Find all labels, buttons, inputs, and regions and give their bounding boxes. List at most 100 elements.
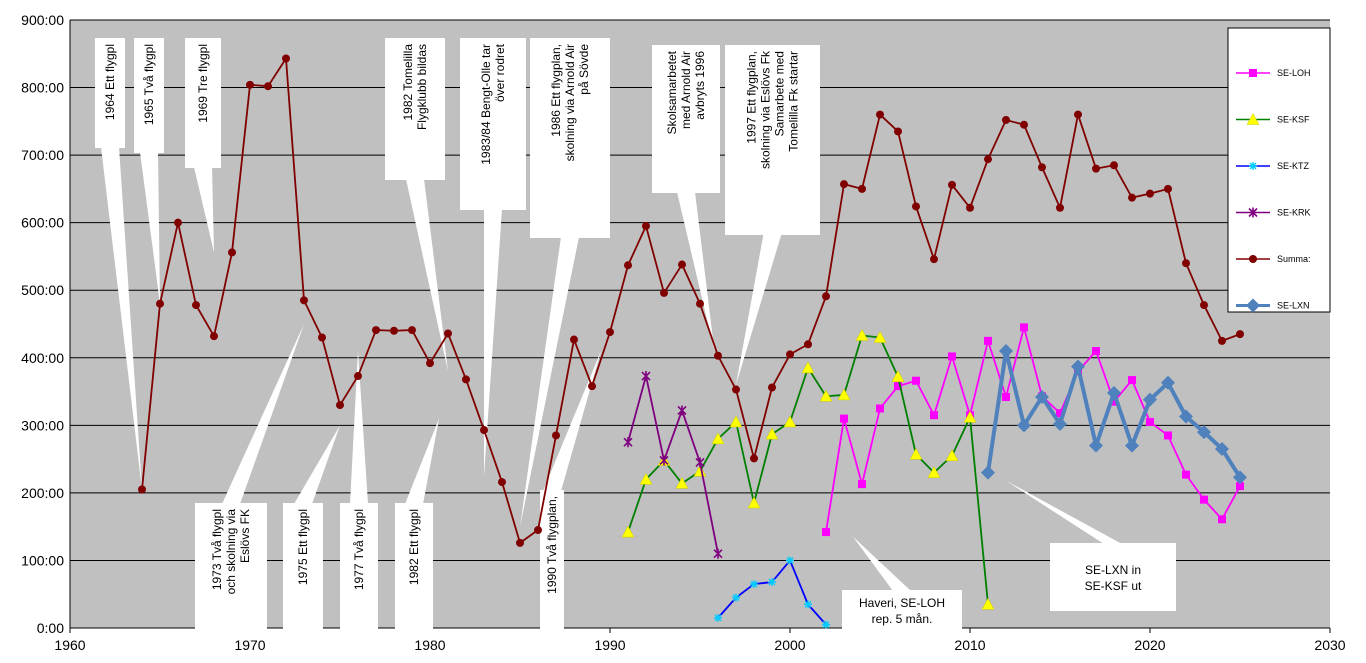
legend-label: SE-KTZ bbox=[1277, 161, 1310, 171]
data-point bbox=[855, 328, 869, 341]
data-point bbox=[840, 180, 848, 189]
data-point bbox=[660, 288, 668, 297]
data-point bbox=[1215, 441, 1229, 456]
annotation-text: Skolsamarbetet bbox=[665, 50, 679, 134]
series-se-loh bbox=[822, 323, 1244, 537]
annotation-text: 1997 Ett flygplan, bbox=[745, 51, 759, 144]
callout-pointer bbox=[853, 536, 911, 591]
data-point bbox=[732, 385, 740, 394]
annotation-text: SE-LXN in bbox=[1085, 563, 1141, 577]
data-point bbox=[1249, 162, 1257, 170]
data-point bbox=[642, 222, 650, 231]
callout-box bbox=[530, 38, 610, 238]
data-point bbox=[1017, 418, 1031, 433]
data-point bbox=[480, 426, 488, 435]
data-point bbox=[894, 127, 902, 136]
data-point bbox=[623, 437, 633, 448]
x-axis-ticks: 1960 1970 1980 1990 2000 2010 2020 2030 bbox=[54, 628, 1346, 653]
data-point bbox=[462, 375, 470, 384]
data-point bbox=[783, 415, 797, 428]
gridlines bbox=[69, 19, 1330, 629]
callout-box bbox=[1050, 543, 1176, 611]
series-se-ksf bbox=[621, 328, 995, 610]
callout-box bbox=[652, 45, 720, 193]
annotation-text: 1986 Ett flygplan, bbox=[549, 44, 563, 137]
data-point bbox=[174, 218, 182, 227]
callout-pointer bbox=[405, 418, 439, 504]
data-point bbox=[675, 476, 689, 489]
data-point bbox=[909, 447, 923, 460]
data-point bbox=[858, 184, 866, 193]
data-point bbox=[981, 597, 995, 610]
data-point bbox=[1128, 193, 1136, 202]
data-point bbox=[732, 593, 740, 602]
annotation-text: 1982 Ett flygpl bbox=[407, 509, 421, 585]
data-point bbox=[696, 299, 704, 308]
y-tick-label: 200:00 bbox=[21, 485, 64, 501]
data-point bbox=[1248, 207, 1258, 218]
data-point bbox=[1164, 431, 1172, 440]
annotation-text: rep. 5 mån. bbox=[872, 612, 933, 626]
callout-pointer bbox=[294, 425, 340, 504]
callout-pointer bbox=[677, 192, 715, 352]
annotation-callouts: 1964 Ett flygpl 1965 Två flygpl 1969 Tre f… bbox=[95, 38, 1176, 633]
annotation-text: 1982 Tomelilla bbox=[401, 44, 415, 121]
callout-pointer bbox=[1006, 480, 1122, 544]
data-point bbox=[768, 578, 776, 587]
data-point bbox=[639, 472, 653, 485]
data-point bbox=[750, 580, 758, 589]
annotation-text: Eslövs FK bbox=[238, 509, 252, 563]
data-point bbox=[1146, 417, 1154, 426]
data-point bbox=[246, 80, 254, 89]
data-point bbox=[948, 180, 956, 189]
annotation-text: över rodret bbox=[493, 43, 507, 102]
data-point bbox=[156, 299, 164, 308]
data-point bbox=[282, 54, 290, 63]
data-point bbox=[840, 414, 848, 423]
data-point bbox=[192, 301, 200, 310]
data-point bbox=[1002, 392, 1010, 401]
data-point bbox=[912, 376, 920, 385]
callout-box bbox=[385, 38, 445, 180]
annotation-text: 1977 Två flygpl bbox=[352, 509, 366, 590]
data-point bbox=[966, 203, 974, 212]
data-point bbox=[659, 455, 669, 466]
data-point bbox=[1197, 425, 1211, 440]
data-point bbox=[1128, 376, 1136, 385]
annotation-text: Tomelilla Fk startar bbox=[787, 51, 801, 152]
data-point bbox=[1056, 409, 1064, 418]
legend-label: SE-LOH bbox=[1277, 68, 1311, 78]
data-point bbox=[1182, 259, 1190, 268]
annotation-text: 1965 Två flygpl bbox=[142, 44, 156, 125]
data-point bbox=[1236, 482, 1244, 491]
callout-pointer bbox=[222, 324, 304, 504]
data-point bbox=[1071, 359, 1085, 374]
data-point bbox=[981, 465, 995, 480]
data-point bbox=[1236, 330, 1244, 339]
series-se-krk bbox=[623, 371, 723, 559]
data-point bbox=[336, 401, 344, 410]
data-point bbox=[804, 600, 812, 609]
data-point bbox=[984, 336, 992, 345]
data-point bbox=[1035, 389, 1049, 404]
y-tick-label: 100:00 bbox=[21, 552, 64, 568]
y-tick-label: 800:00 bbox=[21, 80, 64, 96]
data-point bbox=[1246, 298, 1260, 313]
data-point bbox=[945, 449, 959, 461]
x-tick-label: 2030 bbox=[1314, 637, 1345, 653]
data-point bbox=[1161, 375, 1175, 390]
data-point bbox=[1182, 470, 1190, 479]
data-point bbox=[621, 525, 635, 538]
data-point bbox=[1056, 203, 1064, 212]
data-point bbox=[210, 332, 218, 341]
series-se-lxn bbox=[981, 344, 1247, 485]
data-point bbox=[606, 328, 614, 337]
data-point bbox=[300, 296, 308, 305]
data-point bbox=[1179, 409, 1193, 424]
data-point bbox=[1218, 336, 1226, 345]
callout-pointer bbox=[543, 351, 601, 491]
data-point bbox=[822, 620, 830, 629]
callout-box bbox=[134, 38, 164, 153]
annotation-text: med Arnold Air bbox=[679, 51, 693, 129]
